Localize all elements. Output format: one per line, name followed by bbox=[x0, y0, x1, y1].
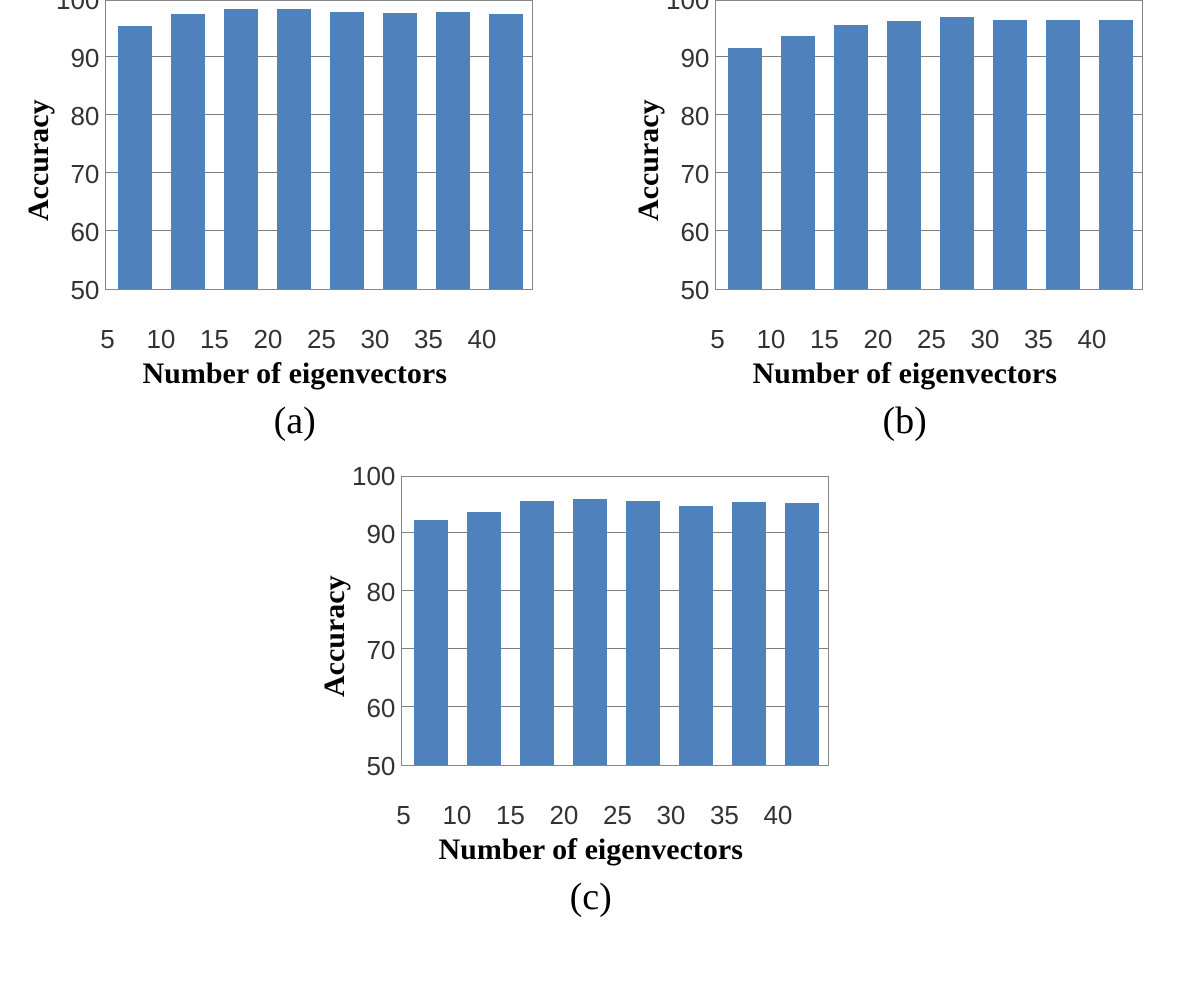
chart-plot-b bbox=[715, 0, 1143, 290]
bar bbox=[834, 25, 868, 289]
bar bbox=[414, 520, 448, 765]
x-axis-ticks: 510152025303540 bbox=[377, 800, 805, 831]
panel-caption: (a) bbox=[274, 399, 316, 443]
x-tick-label: 30 bbox=[644, 800, 698, 831]
x-axis-label: Number of eigenvectors bbox=[753, 357, 1057, 391]
x-tick-label: 5 bbox=[691, 324, 745, 355]
x-tick-label: 30 bbox=[958, 324, 1012, 355]
bar bbox=[489, 14, 523, 289]
bar bbox=[679, 506, 713, 765]
panel-caption: (b) bbox=[883, 399, 927, 443]
y-axis-label: Accuracy bbox=[320, 476, 350, 796]
panel-c: Accuracy 1009080706050 510152025303540 N… bbox=[320, 476, 860, 896]
x-tick-label: 35 bbox=[1012, 324, 1066, 355]
x-tick-label: 15 bbox=[188, 324, 242, 355]
x-tick-label: 10 bbox=[134, 324, 188, 355]
x-tick-label: 10 bbox=[430, 800, 484, 831]
x-tick-label: 15 bbox=[484, 800, 538, 831]
x-tick-label: 30 bbox=[348, 324, 402, 355]
bar bbox=[436, 12, 470, 289]
y-axis-label: Accuracy bbox=[634, 0, 664, 320]
bar bbox=[887, 21, 921, 289]
panel-a: Accuracy 1009080706050 510152025303540 N… bbox=[24, 0, 564, 420]
panel-caption: (c) bbox=[570, 875, 612, 919]
x-tick-label: 5 bbox=[377, 800, 431, 831]
bar bbox=[383, 13, 417, 289]
x-tick-label: 25 bbox=[295, 324, 349, 355]
y-axis-ticks: 1009080706050 bbox=[56, 0, 105, 290]
bar bbox=[573, 499, 607, 765]
bar bbox=[171, 14, 205, 289]
bar bbox=[224, 9, 258, 289]
bar bbox=[732, 502, 766, 765]
x-tick-label: 40 bbox=[455, 324, 509, 355]
x-tick-label: 25 bbox=[591, 800, 645, 831]
bar bbox=[330, 12, 364, 289]
bar bbox=[1099, 20, 1133, 289]
bar bbox=[118, 26, 152, 289]
x-tick-label: 25 bbox=[905, 324, 959, 355]
bar bbox=[467, 512, 501, 765]
x-tick-label: 5 bbox=[81, 324, 135, 355]
x-tick-label: 40 bbox=[751, 800, 805, 831]
y-axis-label: Accuracy bbox=[24, 0, 54, 320]
chart-plot-a bbox=[105, 0, 533, 290]
x-tick-label: 10 bbox=[744, 324, 798, 355]
bar bbox=[728, 48, 762, 289]
figure: Accuracy 1009080706050 510152025303540 N… bbox=[0, 0, 1200, 993]
bar bbox=[785, 503, 819, 765]
chart-plot-c bbox=[401, 476, 829, 766]
bar bbox=[277, 9, 311, 289]
x-axis-ticks: 510152025303540 bbox=[691, 324, 1119, 355]
x-tick-label: 15 bbox=[798, 324, 852, 355]
y-axis-ticks: 1009080706050 bbox=[352, 476, 401, 766]
x-tick-label: 20 bbox=[537, 800, 591, 831]
bar bbox=[626, 501, 660, 765]
x-tick-label: 20 bbox=[241, 324, 295, 355]
bar bbox=[993, 20, 1027, 289]
y-axis-ticks: 1009080706050 bbox=[666, 0, 715, 290]
bar bbox=[940, 17, 974, 289]
x-tick-label: 35 bbox=[402, 324, 456, 355]
bar bbox=[781, 36, 815, 289]
x-axis-ticks: 510152025303540 bbox=[81, 324, 509, 355]
x-axis-label: Number of eigenvectors bbox=[439, 833, 743, 867]
x-tick-label: 35 bbox=[698, 800, 752, 831]
x-tick-label: 40 bbox=[1065, 324, 1119, 355]
bar bbox=[520, 501, 554, 765]
x-axis-label: Number of eigenvectors bbox=[143, 357, 447, 391]
bar bbox=[1046, 20, 1080, 289]
x-tick-label: 20 bbox=[851, 324, 905, 355]
panel-b: Accuracy 1009080706050 510152025303540 N… bbox=[634, 0, 1174, 420]
